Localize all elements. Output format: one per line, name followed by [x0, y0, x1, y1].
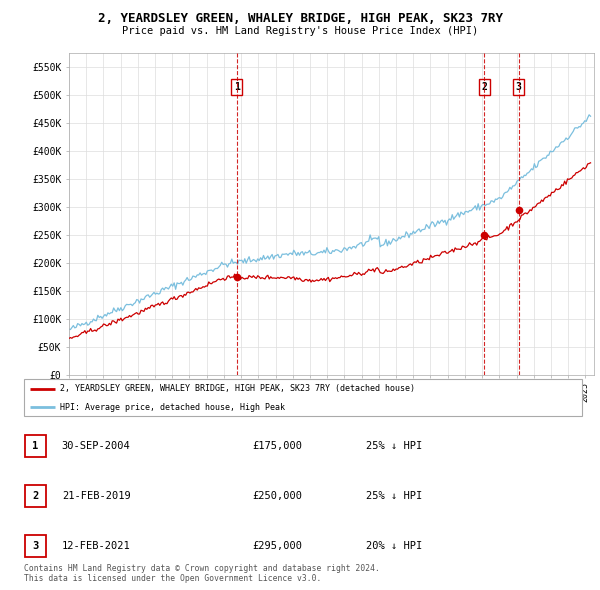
Text: 3: 3: [32, 542, 38, 551]
Text: £250,000: £250,000: [252, 491, 302, 501]
Text: Contains HM Land Registry data © Crown copyright and database right 2024.
This d: Contains HM Land Registry data © Crown c…: [24, 563, 380, 583]
Text: 2, YEARDSLEY GREEN, WHALEY BRIDGE, HIGH PEAK, SK23 7RY: 2, YEARDSLEY GREEN, WHALEY BRIDGE, HIGH …: [97, 12, 503, 25]
Text: 3: 3: [516, 82, 521, 92]
Text: 30-SEP-2004: 30-SEP-2004: [62, 441, 131, 451]
Text: 2, YEARDSLEY GREEN, WHALEY BRIDGE, HIGH PEAK, SK23 7RY (detached house): 2, YEARDSLEY GREEN, WHALEY BRIDGE, HIGH …: [60, 384, 415, 394]
Text: £295,000: £295,000: [252, 542, 302, 551]
Text: 20% ↓ HPI: 20% ↓ HPI: [366, 542, 422, 551]
Text: 1: 1: [32, 441, 38, 451]
Text: HPI: Average price, detached house, High Peak: HPI: Average price, detached house, High…: [60, 402, 285, 412]
Text: 2: 2: [481, 82, 487, 92]
Text: £175,000: £175,000: [252, 441, 302, 451]
Text: 25% ↓ HPI: 25% ↓ HPI: [366, 491, 422, 501]
Text: 25% ↓ HPI: 25% ↓ HPI: [366, 441, 422, 451]
Text: Price paid vs. HM Land Registry's House Price Index (HPI): Price paid vs. HM Land Registry's House …: [122, 26, 478, 36]
Text: 21-FEB-2019: 21-FEB-2019: [62, 491, 131, 501]
Text: 1: 1: [234, 82, 240, 92]
Text: 2: 2: [32, 491, 38, 501]
Text: 12-FEB-2021: 12-FEB-2021: [62, 542, 131, 551]
